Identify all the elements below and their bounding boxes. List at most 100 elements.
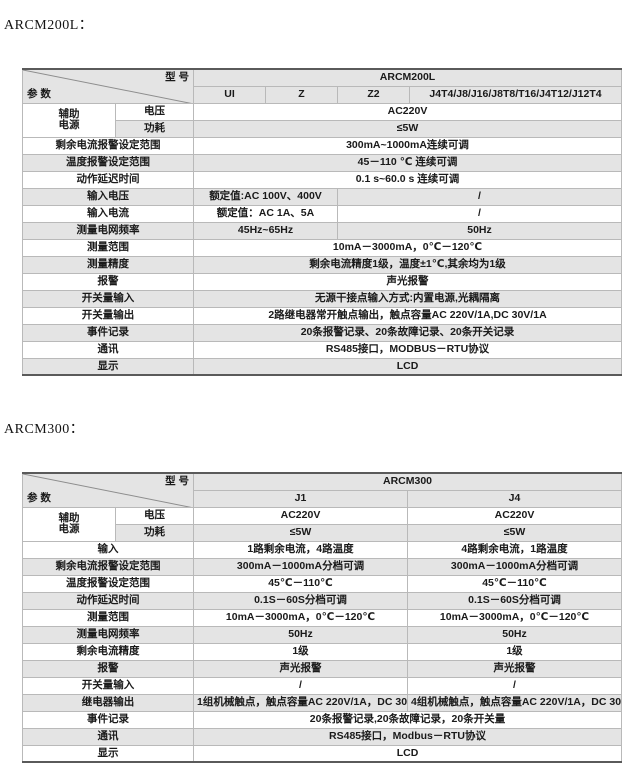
- aux-power-line1: 辅助: [58, 511, 80, 524]
- row-sublabel-voltage: 电压: [115, 506, 194, 525]
- row-sublabel-voltage: 电压: [115, 102, 194, 121]
- header-row-model: 型 号 参 数 ARCM200L: [22, 68, 622, 104]
- row-label-grid-frequency: 测量电网频率: [22, 625, 194, 644]
- row-value-voltage-j4: AC220V: [406, 506, 623, 525]
- table-row: 测量范围 10mA－3000mA，0℃－120℃: [22, 238, 622, 257]
- row-value-residual-current-range-j1: 300mA－1000mA分档可调: [193, 557, 408, 576]
- row-label-measuring-accuracy: 测量精度: [22, 255, 194, 274]
- row-value-residual-current-range-j4: 300mA－1000mA分档可调: [406, 557, 623, 576]
- table-wrap-arcm200l: 型 号 参 数 ARCM200L UI Z Z2 J4T4/J8/J16/J8T…: [0, 68, 643, 377]
- table-row: 剩余电流报警设定范围 300mA~1000mA连续可调: [22, 136, 622, 155]
- table-row: 温度报警设定范围 45－110 ℃ 连续可调: [22, 153, 622, 172]
- row-value-relay-output-j4: 4组机械触点，触点容量AC 220V/1A，DC 30V/1A: [406, 693, 623, 712]
- row-value-measuring-accuracy: 剩余电流精度1级，温度±1℃,其余均为1级: [193, 255, 622, 274]
- table-row: 继电器输出 1组机械触点，触点容量AC 220V/1A，DC 30V/1A 4组…: [22, 693, 623, 712]
- row-value-temperature-range-j4: 45℃－110℃: [406, 574, 623, 593]
- section-spacer: [0, 376, 643, 418]
- variant-col-j1: J1: [193, 489, 408, 508]
- table-row: 测量电网频率 50Hz 50Hz: [22, 625, 623, 644]
- header-row-variants: J1 J4: [23, 489, 623, 508]
- row-value-input-voltage-left: 额定值:AC 100V、400V: [193, 187, 338, 206]
- section-title-arcm200l: ARCM200L：: [4, 18, 94, 33]
- table-row: 功耗 ≤5W ≤5W: [23, 523, 623, 542]
- row-value-input-current-left: 额定值：AC 1A、5A: [193, 204, 338, 223]
- row-value-power-consumption-j4: ≤5W: [406, 523, 623, 542]
- row-value-voltage: AC220V: [193, 102, 622, 121]
- table-row: 开关量输出 2路继电器常开触点输出，触点容量AC 220V/1A,DC 30V/…: [22, 306, 622, 325]
- row-label-action-delay: 动作延迟时间: [22, 170, 194, 189]
- row-label-aux-power: 辅助 电源: [22, 102, 116, 138]
- row-label-residual-current-accuracy: 剩余电流精度: [22, 642, 194, 661]
- row-value-relay-output-j1: 1组机械触点，触点容量AC 220V/1A，DC 30V/1A: [193, 693, 408, 712]
- table-row: 事件记录 20条报警记录、20条故障记录、20条开关记录: [22, 323, 622, 342]
- corner-model-label: 型 号: [165, 475, 189, 488]
- variant-col-z2: Z2: [337, 85, 410, 104]
- table-row: 测量电网频率 45Hz~65Hz 50Hz: [22, 221, 622, 240]
- table-row: 输入 1路剩余电流，4路温度 4路剩余电流，1路温度: [22, 540, 623, 559]
- table-row: 报警 声光报警 声光报警: [22, 659, 623, 678]
- row-value-grid-frequency-right: 50Hz: [337, 221, 622, 240]
- row-value-event-log: 20条报警记录、20条故障记录、20条开关记录: [193, 323, 622, 342]
- row-label-communication: 通讯: [22, 340, 194, 359]
- table-row: 事件记录 20条报警记录,20条故障记录，20条开关量: [22, 710, 623, 729]
- table-row: 开关量输入 / /: [22, 676, 623, 695]
- row-label-display: 显示: [22, 357, 194, 376]
- row-value-action-delay-j1: 0.1S－60S分档可调: [193, 591, 408, 610]
- spec-table-arcm200l: 型 号 参 数 ARCM200L UI Z Z2 J4T4/J8/J16/J8T…: [22, 68, 622, 377]
- model-name-cell: ARCM300: [192, 472, 623, 491]
- corner-param-label: 参 数: [27, 492, 51, 505]
- corner-header-cell: 型 号 参 数: [22, 472, 194, 508]
- row-label-event-log: 事件记录: [22, 710, 194, 729]
- header-row-model: 型 号 参 数 ARCM300: [22, 472, 623, 508]
- row-value-alarm-j4: 声光报警: [406, 659, 623, 678]
- corner-model-label: 型 号: [165, 71, 189, 83]
- row-value-input-voltage-right: /: [337, 187, 622, 206]
- row-label-display: 显示: [22, 744, 194, 763]
- row-label-input-current: 输入电流: [22, 204, 194, 223]
- table-row: 输入电压 额定值:AC 100V、400V /: [22, 187, 622, 206]
- aux-power-line2: 电源: [58, 523, 80, 536]
- row-value-alarm: 声光报警: [193, 272, 622, 291]
- row-value-input-current-right: /: [337, 204, 622, 223]
- row-value-switch-input: 无源干接点输入方式:内置电源,光耦隔离: [193, 289, 622, 308]
- row-label-residual-current-range: 剩余电流报警设定范围: [22, 557, 194, 576]
- top-spacer: [0, 0, 643, 14]
- table-row: 动作延迟时间 0.1 s~60.0 s 连续可调: [22, 170, 622, 189]
- table-row: 测量范围 10mA－3000mA，0℃－120℃ 10mA－3000mA，0℃－…: [22, 608, 623, 627]
- row-value-power-consumption-j1: ≤5W: [193, 523, 408, 542]
- corner-header-cell: 型 号 参 数: [22, 68, 194, 104]
- table-row: 开关量输入 无源干接点输入方式:内置电源,光耦隔离: [22, 289, 622, 308]
- table-row: 通讯 RS485接口，Modbus－RTU协议: [22, 727, 623, 746]
- table-row: 辅助 电源 电压 AC220V: [22, 102, 622, 138]
- title-table-spacer-1: [0, 34, 643, 68]
- table-row: 温度报警设定范围 45℃－110℃ 45℃－110℃: [22, 574, 623, 593]
- aux-power-line2: 电源: [58, 119, 80, 132]
- row-value-display: LCD: [193, 357, 622, 376]
- row-sublabel-power-consumption: 功耗: [115, 523, 194, 542]
- row-value-grid-frequency-j4: 50Hz: [406, 625, 623, 644]
- table-row: 辅助 电源 电压 AC220V AC220V: [22, 506, 623, 542]
- model-name-cell: ARCM200L: [193, 68, 622, 87]
- row-value-communication: RS485接口，Modbus－RTU协议: [192, 727, 623, 746]
- row-value-temperature-range: 45－110 ℃ 连续可调: [193, 153, 622, 172]
- row-value-switch-input-j4: /: [406, 676, 623, 695]
- diagonal-divider-icon: [23, 474, 187, 507]
- row-value-measuring-range-j1: 10mA－3000mA，0℃－120℃: [193, 608, 408, 627]
- row-value-temperature-range-j1: 45℃－110℃: [193, 574, 408, 593]
- row-label-temperature-range: 温度报警设定范围: [22, 574, 194, 593]
- row-label-input-voltage: 输入电压: [22, 187, 194, 206]
- row-label-event-log: 事件记录: [22, 323, 194, 342]
- variant-col-ui: UI: [193, 85, 266, 104]
- row-value-event-log: 20条报警记录,20条故障记录，20条开关量: [192, 710, 623, 729]
- corner-param-label: 参 数: [27, 88, 51, 100]
- row-label-measuring-range: 测量范围: [22, 608, 194, 627]
- row-label-action-delay: 动作延迟时间: [22, 591, 194, 610]
- row-value-power-consumption: ≤5W: [193, 119, 622, 138]
- row-label-input: 输入: [22, 540, 194, 559]
- row-value-residual-current-range: 300mA~1000mA连续可调: [193, 136, 622, 155]
- table-row: 输入电流 额定值：AC 1A、5A /: [22, 204, 622, 223]
- row-sublabel-power-consumption: 功耗: [115, 119, 194, 138]
- table-wrap-arcm300: 型 号 参 数 ARCM300 J1 J4 辅助 电源 电压 AC220V AC…: [0, 472, 643, 763]
- row-label-alarm: 报警: [22, 659, 194, 678]
